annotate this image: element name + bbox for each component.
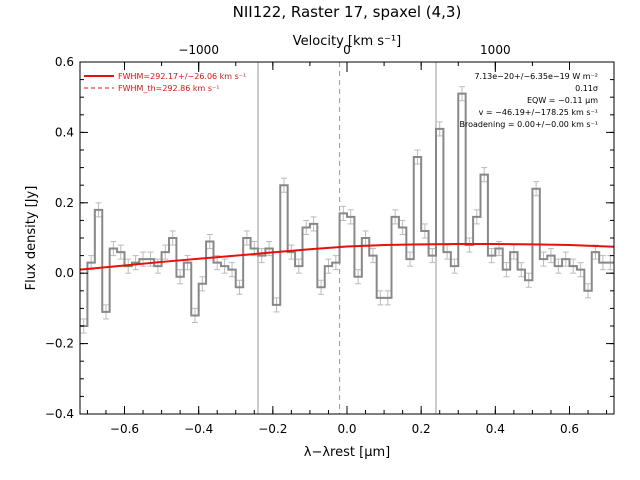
y-tick-label: 0.0 [55, 266, 74, 280]
annotation-flux: 7.13e−20+/−6.35e−19 W m⁻² [474, 72, 598, 81]
y-tick-label: −0.4 [45, 407, 74, 421]
fit-curve [79, 242, 615, 271]
annotation-velocity: v = −46.19+/−178.25 km s⁻¹ [479, 108, 598, 117]
top-axis-label: Velocity [km s⁻¹] [293, 34, 401, 49]
annotation-sigma: 0.11σ [575, 84, 598, 93]
x-tick-label: 0.2 [412, 422, 431, 436]
y-tick-label: 0.2 [55, 196, 74, 210]
y-axis-label: Flux density [Jy] [24, 186, 39, 291]
chart-title: NII122, Raster 17, spaxel (4,3) [233, 3, 462, 21]
axes [79, 61, 615, 415]
top-tick-label: −1000 [178, 43, 219, 57]
tick-labels: −0.6 −0.4 −0.2 0.0 0.2 0.4 0.6 −0.4 −0.2 0.0 0.2 0.… [45, 43, 579, 436]
y-tick-label: 0.6 [55, 55, 74, 69]
x-tick-label: −0.2 [258, 422, 287, 436]
fit-line [79, 242, 615, 271]
spectrum-steps [80, 92, 614, 327]
top-tick-label: 0 [343, 43, 351, 57]
fit-annotations: 7.13e−20+/−6.35e−19 W m⁻² 0.11σ EQW = −0… [460, 72, 599, 129]
legend-label-fwhm: FWHM=292.17+/−26.06 km s⁻¹ [118, 72, 246, 81]
annotation-eqw: EQW = −0.11 μm [527, 96, 598, 105]
top-tick-label: 1000 [480, 43, 511, 57]
legend-label-fwhm-th: FWHM_th=292.86 km s⁻¹ [118, 84, 219, 93]
x-tick-label: −0.4 [184, 422, 213, 436]
x-axis-label: λ−λrest [μm] [304, 445, 390, 460]
spectrum-histogram [80, 92, 614, 327]
x-tick-label: −0.6 [110, 422, 139, 436]
x-tick-label: 0.0 [337, 422, 356, 436]
legend: FWHM=292.17+/−26.06 km s⁻¹ FWHM_th=292.8… [84, 72, 246, 93]
y-tick-label: −0.2 [45, 337, 74, 351]
x-tick-label: 0.6 [560, 422, 579, 436]
x-tick-label: 0.4 [486, 422, 505, 436]
annotation-broadening: Broadening = 0.00+/−0.00 km s⁻¹ [460, 120, 598, 129]
reference-lines [257, 62, 437, 414]
y-tick-label: 0.4 [55, 125, 74, 139]
